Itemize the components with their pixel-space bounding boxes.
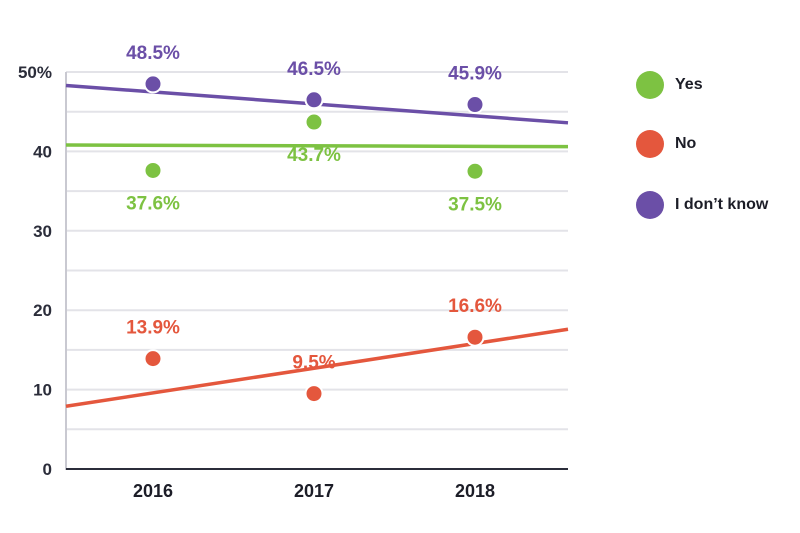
data-label: 37.5% (448, 194, 502, 215)
y-tick-label: 20 (33, 301, 52, 320)
data-label: 16.6% (448, 296, 502, 317)
x-axis-ticks: 2016 2017 2018 (133, 481, 495, 501)
data-point (143, 349, 163, 369)
x-tick-label: 2018 (455, 481, 495, 501)
legend-item-yes: Yes (636, 70, 703, 100)
data-labels: 37.6% 43.7% 37.5% 13.9% 9.5% 16.6% 48.5% 46.5% 4… (126, 43, 502, 374)
data-point (143, 160, 163, 180)
y-tick-label: 10 (33, 381, 52, 400)
trend-line-1 (65, 327, 569, 409)
trend-line-0 (65, 143, 569, 149)
x-tick-label: 2016 (133, 481, 173, 501)
data-points (143, 74, 485, 404)
legend-item-no: No (636, 129, 696, 159)
data-point (304, 112, 324, 132)
y-tick-label: 30 (33, 222, 52, 241)
legend-label-dont-know: I don’t know (675, 196, 769, 213)
data-label: 48.5% (126, 43, 180, 64)
data-point (143, 74, 163, 94)
y-tick-label: 40 (33, 142, 52, 161)
legend-label-yes: Yes (675, 76, 703, 93)
data-point (304, 90, 324, 110)
data-point (304, 384, 324, 404)
data-point (465, 161, 485, 181)
data-label: 13.9% (126, 318, 180, 339)
y-tick-label: 50% (18, 63, 52, 82)
legend-swatch-no (636, 130, 664, 158)
axes (65, 72, 568, 470)
y-axis-ticks: 0 10 20 30 40 50% (18, 63, 52, 479)
legend-swatch-dont-know (636, 191, 664, 219)
data-point (465, 95, 485, 115)
data-label: 46.5% (287, 59, 341, 80)
data-label: 9.5% (292, 353, 335, 374)
data-label: 45.9% (448, 64, 502, 85)
legend-label-no: No (675, 135, 697, 152)
data-label: 43.7% (287, 145, 341, 166)
data-label: 37.6% (126, 193, 180, 214)
legend-swatch-yes (636, 71, 664, 99)
y-tick-label: 0 (43, 460, 52, 479)
x-tick-label: 2017 (294, 481, 334, 501)
data-point (465, 327, 485, 347)
legend-item-dont-know: I don’t know (636, 190, 768, 220)
